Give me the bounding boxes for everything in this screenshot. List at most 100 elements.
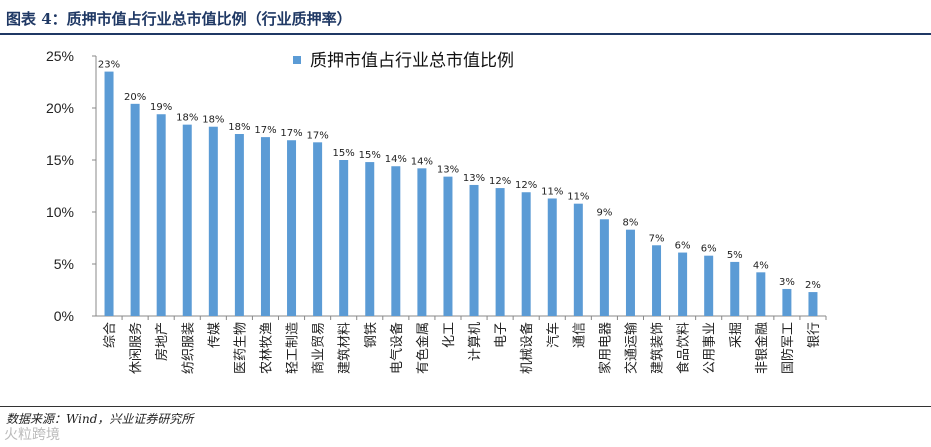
bar-value-label: 23%: [98, 60, 120, 71]
legend-label: 质押市值占行业总市值比例: [310, 51, 514, 71]
bar-value-label: 7%: [649, 233, 665, 244]
bar-value-label: 13%: [437, 165, 459, 176]
figure-title: 图表 4：质押市值占行业总市值比例（行业质押率）: [6, 10, 352, 28]
x-category-label: 综合: [103, 322, 118, 348]
x-category-label: 化工: [442, 322, 457, 348]
bar: [521, 192, 531, 316]
x-category-label: 国防军工: [780, 322, 796, 374]
bar: [182, 124, 192, 316]
bar-value-label: 15%: [359, 150, 381, 161]
bar: [104, 71, 114, 316]
bar-series: 23% 20% 19% 18% 18% 18% 17% 17% 17% 15% 15% 14% 14% 1…: [98, 60, 821, 317]
bar-value-label: 19%: [150, 102, 172, 113]
x-category-label: 汽车: [545, 322, 561, 348]
bar-value-label: 14%: [385, 154, 407, 165]
y-tick-label: 0%: [54, 308, 74, 324]
x-category-label: 采掘: [729, 322, 744, 348]
bar-value-label: 18%: [228, 122, 250, 133]
x-category-label: 农林牧渔: [259, 322, 274, 374]
bar-value-label: 18%: [176, 113, 198, 124]
bar-value-label: 9%: [596, 207, 612, 218]
bar-value-label: 18%: [202, 115, 224, 126]
bar: [313, 142, 323, 316]
bar-value-label: 17%: [306, 130, 328, 141]
x-category-label: 食品饮料: [676, 322, 692, 374]
x-category-label: 建筑装饰: [650, 322, 666, 374]
watermark-text: 火粒跨境: [4, 427, 60, 443]
bar: [365, 162, 375, 316]
x-category-label: 钢铁: [364, 322, 379, 348]
x-category-label: 银行: [807, 322, 822, 348]
bar: [625, 229, 635, 316]
x-category-label: 机械设备: [519, 322, 535, 374]
x-category-label: 电子: [494, 322, 509, 348]
x-category-label: 家用电器: [597, 322, 613, 374]
chart-axes: 0% 5% 10% 15% 20% 25% 综合 休闲服务 房地产 纺织服装 传媒 医药生物 农林牧渔轻…: [46, 48, 827, 374]
bar-value-label: 13%: [463, 173, 485, 184]
x-category-label: 有色金属: [415, 322, 431, 374]
bar-value-label: 14%: [411, 156, 433, 167]
bar: [547, 198, 557, 316]
x-category-label: 交通运输: [623, 322, 639, 374]
bar-value-label: 6%: [675, 241, 691, 252]
source-note: 数据来源：Wind，兴业证券研究所: [6, 412, 194, 426]
bar-value-label: 3%: [779, 277, 795, 288]
bar-value-label: 20%: [124, 92, 146, 103]
x-category-label: 纺织服装: [181, 322, 196, 374]
x-category-label: 非银金融: [754, 322, 770, 374]
y-tick-label: 25%: [46, 48, 74, 64]
bar-value-label: 17%: [280, 128, 302, 139]
bar-value-label: 15%: [333, 148, 355, 159]
bar: [599, 219, 609, 316]
bar: [130, 103, 140, 316]
bar: [573, 203, 583, 316]
bar-chart: 0% 5% 10% 15% 20% 25% 综合 休闲服务 房地产 纺织服装 传媒 医药生物 农林牧渔轻…: [46, 48, 827, 374]
x-category-label: 传媒: [207, 322, 222, 348]
x-category-label: 通信: [572, 322, 587, 348]
bar: [782, 288, 792, 316]
x-category-label: 房地产: [154, 322, 170, 361]
bar: [287, 140, 297, 316]
y-tick-label: 10%: [46, 204, 74, 220]
x-category-label: 公用事业: [703, 322, 718, 374]
bar: [260, 137, 270, 316]
bar-value-label: 11%: [567, 192, 589, 203]
legend-swatch: [293, 56, 301, 64]
bar: [443, 176, 453, 316]
bar: [391, 166, 401, 316]
bar-value-label: 8%: [623, 218, 639, 229]
bar: [234, 134, 244, 316]
bar: [678, 252, 688, 316]
y-tick-label: 5%: [54, 256, 74, 272]
x-category-label: 计算机: [468, 322, 483, 361]
bar: [469, 184, 479, 316]
bar-value-label: 12%: [515, 180, 537, 191]
x-category-label: 轻工制造: [286, 322, 301, 374]
bar-value-label: 11%: [541, 186, 563, 197]
bar: [208, 126, 218, 316]
x-category-label: 商业贸易: [312, 322, 327, 374]
chart-legend: 质押市值占行业总市值比例: [293, 51, 514, 71]
bar-value-label: 6%: [701, 244, 717, 255]
bar: [156, 114, 166, 317]
bar: [339, 160, 349, 316]
bar-value-label: 5%: [727, 250, 743, 261]
bar-value-label: 12%: [489, 176, 511, 187]
footer-divider: [0, 406, 931, 407]
bar: [704, 255, 714, 316]
y-tick-label: 15%: [46, 152, 74, 168]
bar: [808, 292, 818, 316]
x-category-label: 休闲服务: [128, 322, 144, 374]
y-tick-label: 20%: [46, 100, 74, 116]
title-divider: [0, 33, 931, 35]
bar-value-label: 2%: [805, 280, 821, 291]
bar: [417, 168, 427, 316]
bar: [652, 245, 662, 316]
bar: [756, 272, 766, 316]
x-category-label: 医药生物: [233, 322, 248, 374]
bar-value-label: 17%: [254, 125, 276, 136]
bar: [495, 188, 505, 316]
x-category-label: 电气设备: [389, 322, 405, 374]
bar: [730, 261, 740, 316]
x-category-label: 建筑材料: [337, 322, 353, 374]
